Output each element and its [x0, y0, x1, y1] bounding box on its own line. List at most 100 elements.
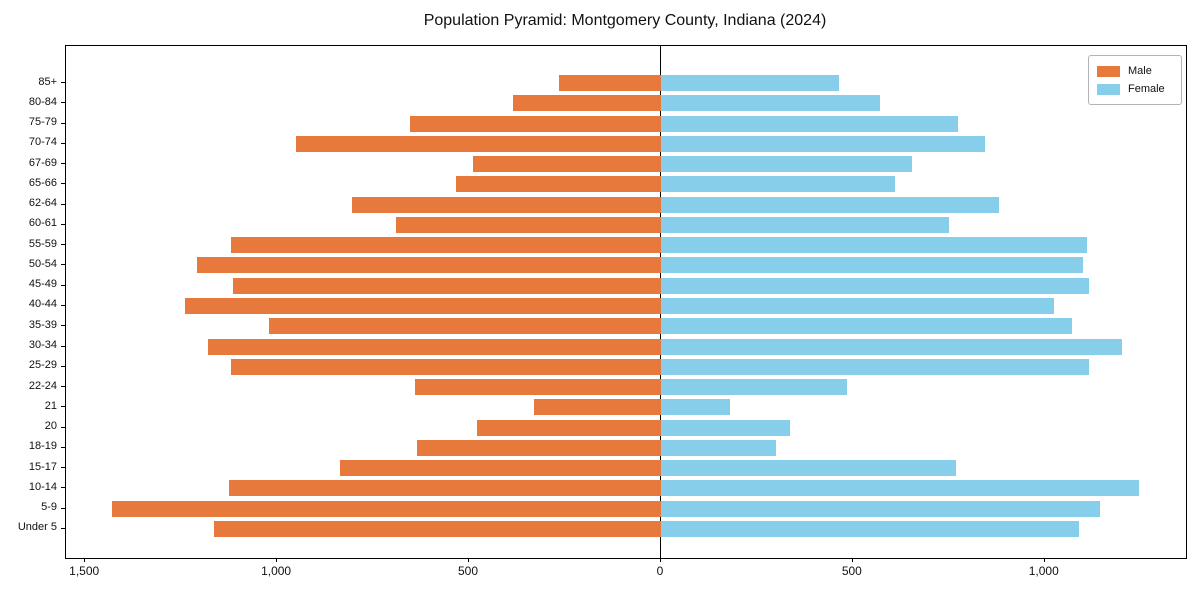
y-tick-label-Under 5: Under 5 [17, 521, 57, 534]
male-bar-35-39 [269, 318, 661, 335]
y-tick-mark [61, 223, 65, 225]
female-bar-25-29 [660, 358, 1089, 375]
y-tick-label-22-24: 22-24 [28, 379, 57, 392]
male-bar-21 [534, 399, 661, 416]
y-tick-label-15-17: 15-17 [28, 460, 57, 473]
legend-label-male: Male [1128, 64, 1152, 77]
y-tick-label-20: 20 [44, 420, 57, 433]
male-bar-20 [476, 419, 661, 436]
male-bar-60-61 [396, 216, 661, 233]
y-tick-label-21: 21 [44, 399, 57, 412]
male-bar-40-44 [184, 298, 661, 314]
legend-label-female: Female [1128, 82, 1165, 95]
male-bar-75-79 [409, 115, 661, 132]
chart-title: Population Pyramid: Montgomery County, I… [423, 12, 827, 29]
y-tick-label-40-44: 40-44 [28, 298, 57, 311]
female-bar-10-14 [660, 480, 1139, 497]
female-bar-85+ [660, 75, 840, 92]
y-tick-mark [61, 122, 65, 124]
y-tick-mark [61, 142, 65, 144]
y-tick-mark [61, 507, 65, 509]
male-bar-10-14 [229, 480, 661, 497]
y-tick-label-85+: 85+ [38, 75, 57, 88]
female-bar-55-59 [660, 237, 1087, 254]
plot-area [65, 45, 1187, 559]
y-tick-label-35-39: 35-39 [28, 318, 57, 331]
male-bar-85+ [559, 75, 661, 92]
female-bar-67-69 [660, 156, 913, 173]
y-tick-label-65-66: 65-66 [28, 176, 57, 189]
y-tick-mark [61, 467, 65, 469]
y-tick-mark [61, 264, 65, 266]
y-tick-mark [61, 163, 65, 165]
y-tick-label-18-19: 18-19 [28, 440, 57, 453]
legend-item-female: Female [1097, 80, 1173, 98]
x-tick-mark [84, 558, 86, 562]
y-tick-label-67-69: 67-69 [28, 156, 57, 169]
male-bar-62-64 [351, 196, 661, 213]
male-bar-70-74 [296, 135, 661, 152]
male-bar-22-24 [415, 379, 661, 396]
female-bar-22-24 [660, 379, 848, 396]
y-tick-label-25-29: 25-29 [28, 359, 57, 372]
female-bar-75-79 [660, 115, 959, 132]
male-bar-55-59 [231, 237, 661, 254]
male-bar-50-54 [196, 257, 661, 274]
female-bar-15-17 [660, 460, 957, 477]
male-bar-67-69 [472, 156, 661, 173]
y-tick-label-70-74: 70-74 [28, 136, 57, 149]
y-tick-mark [61, 345, 65, 347]
x-tick-mark [1043, 558, 1045, 562]
y-tick-label-60-61: 60-61 [28, 217, 57, 230]
female-bar-40-44 [660, 298, 1055, 314]
male-bar-25-29 [231, 358, 661, 375]
female-bar-50-54 [660, 257, 1084, 274]
y-tick-mark [61, 244, 65, 246]
y-tick-mark [61, 487, 65, 489]
y-tick-mark [61, 386, 65, 388]
x-tick-label: 0 [656, 564, 664, 578]
x-tick-label: 1,000 [1028, 564, 1059, 578]
y-tick-mark [61, 284, 65, 286]
x-tick-label: 1,000 [261, 564, 292, 578]
y-tick-mark [61, 365, 65, 367]
male-bar-5-9 [112, 500, 661, 517]
female-bar-60-61 [660, 216, 949, 233]
y-tick-label-62-64: 62-64 [28, 197, 57, 210]
y-tick-label-55-59: 55-59 [28, 237, 57, 250]
female-bar-65-66 [660, 176, 896, 193]
y-tick-label-50-54: 50-54 [28, 257, 57, 270]
female-bar-35-39 [660, 318, 1072, 335]
male-bar-30-34 [208, 338, 661, 355]
x-tick-label: 500 [458, 564, 479, 578]
female-bar-30-34 [660, 338, 1122, 355]
y-tick-label-5-9: 5-9 [41, 501, 57, 514]
y-tick-mark [61, 305, 65, 306]
female-bar-21 [660, 399, 730, 416]
x-tick-mark [276, 558, 278, 562]
y-tick-mark [61, 325, 65, 327]
x-tick-mark [468, 558, 470, 562]
y-tick-mark [61, 102, 65, 104]
y-tick-label-75-79: 75-79 [28, 116, 57, 129]
x-tick-label: 500 [841, 564, 862, 578]
male-bar-80-84 [513, 95, 661, 112]
y-tick-label-45-49: 45-49 [28, 278, 57, 291]
male-swatch-icon [1097, 65, 1120, 77]
male-bar-45-49 [232, 277, 661, 294]
y-tick-mark [61, 406, 65, 408]
female-bar-62-64 [660, 196, 999, 213]
y-tick-mark [61, 446, 65, 448]
female-swatch-icon [1097, 83, 1120, 95]
male-bar-15-17 [340, 460, 661, 477]
legend: Male Female [1088, 55, 1182, 105]
x-tick-mark [659, 558, 661, 562]
y-tick-label-10-14: 10-14 [28, 480, 57, 493]
female-bar-80-84 [660, 95, 880, 112]
y-tick-mark [61, 527, 65, 529]
x-tick-label: 1,500 [69, 564, 100, 578]
y-tick-mark [61, 203, 65, 205]
female-bar-18-19 [660, 439, 777, 456]
female-bar-45-49 [660, 277, 1089, 294]
